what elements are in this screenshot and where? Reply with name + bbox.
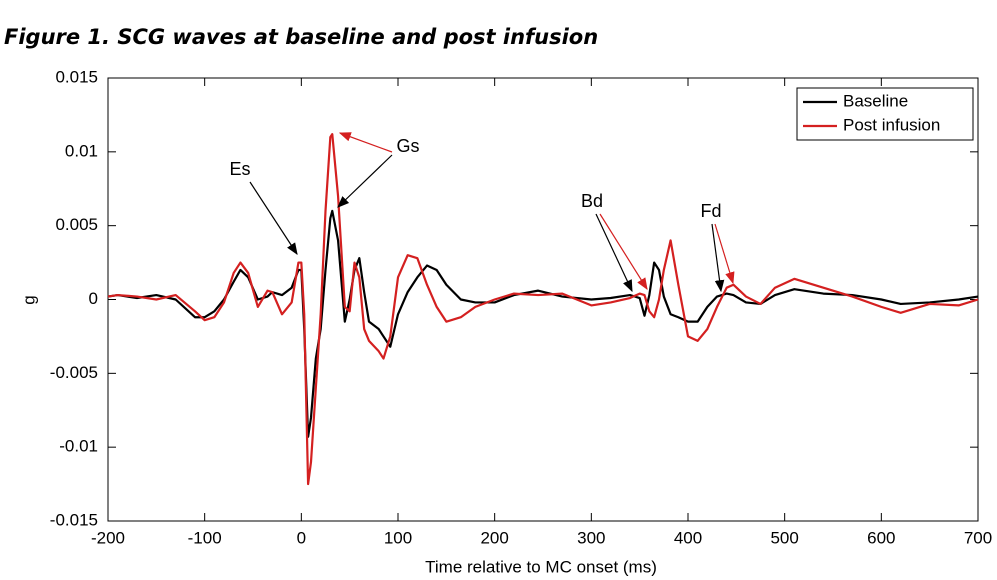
arrow: [337, 154, 393, 208]
arrow: [711, 223, 725, 293]
y-tick-label: -0.01: [59, 437, 98, 456]
y-tick-label: 0.015: [55, 67, 98, 86]
x-tick-label: 200: [480, 528, 508, 547]
y-tick-label: 0.005: [55, 215, 98, 234]
annotation: Bd: [581, 191, 603, 211]
annotation: Gs: [396, 136, 419, 156]
x-tick-label: 400: [674, 528, 702, 547]
plot-area: -200 -100 0 100 200 300 400 500 600 700 -0.015 -0.0…: [50, 67, 992, 547]
chart-title: Figure 1. SCG waves at baseline and post…: [4, 25, 598, 49]
arrow: [249, 181, 298, 256]
y-tick-label: -0.015: [50, 510, 98, 529]
arrow: [599, 213, 648, 291]
annotations: [249, 132, 735, 293]
legend-label: Baseline: [843, 91, 908, 110]
legend: Baseline Post infusion: [796, 87, 974, 141]
x-tick-label: 300: [577, 528, 605, 547]
arrow: [338, 132, 393, 153]
legend-label: Post infusion: [843, 115, 940, 134]
arrow: [714, 223, 735, 285]
x-axis-label: Time relative to MC onset (ms): [425, 557, 657, 576]
annotation: Fd: [700, 201, 721, 221]
annotation: Es: [229, 159, 250, 179]
x-tick-label: 600: [867, 528, 895, 547]
x-tick-label: 700: [964, 528, 992, 547]
x-tick-label: 500: [770, 528, 798, 547]
y-axis-label: g: [19, 295, 38, 304]
y-tick-label: 0.01: [65, 141, 98, 160]
plot-frame: [107, 77, 979, 522]
x-tick-label: 100: [384, 528, 412, 547]
x-tick-label: 0: [297, 528, 306, 547]
series-line: [107, 133, 979, 486]
arrow: [595, 213, 633, 293]
x-tick-label: -200: [91, 528, 125, 547]
y-tick-label: -0.005: [50, 363, 98, 382]
legend-box: [796, 87, 974, 141]
y-tick-label: 0: [89, 289, 98, 308]
x-tick-label: -100: [188, 528, 222, 547]
